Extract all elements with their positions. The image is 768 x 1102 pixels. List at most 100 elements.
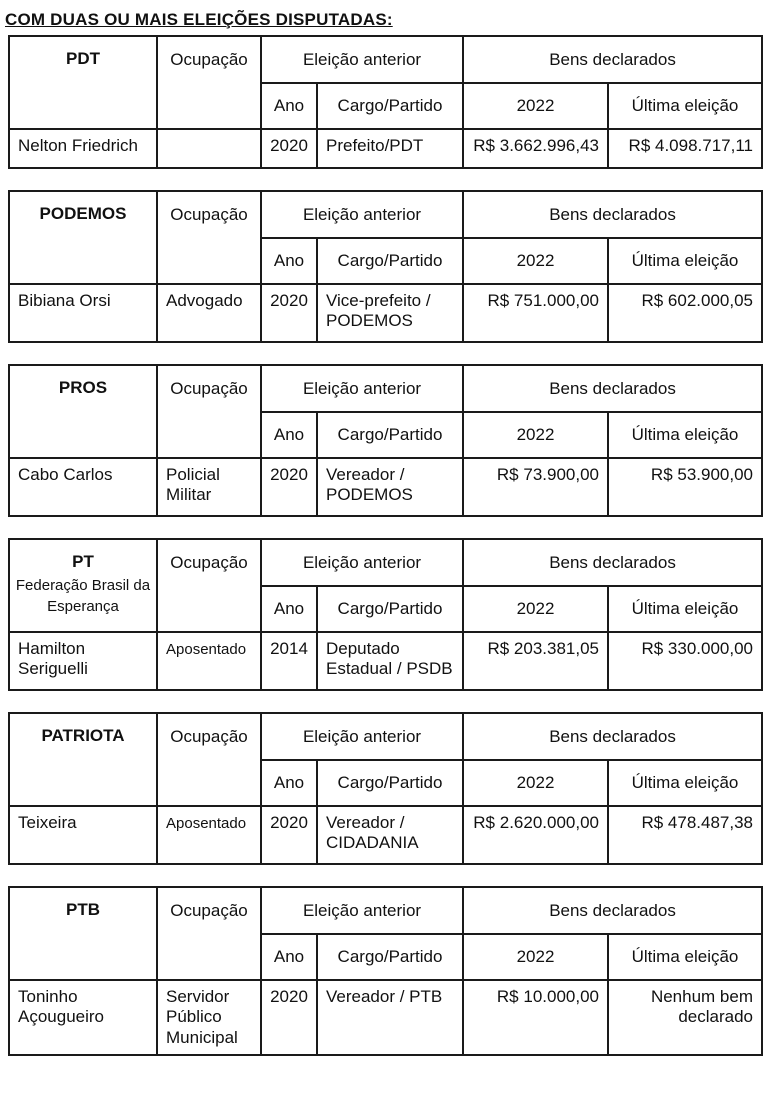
candidate-occupation: Aposentado <box>156 805 262 865</box>
candidate-row: Bibiana Orsi Advogado 2020 Vice-prefeito… <box>8 283 764 343</box>
assets-last-value: R$ 330.000,00 <box>606 631 764 691</box>
party-name: PTB <box>66 900 100 919</box>
document-page: COM DUAS OU MAIS ELEIÇÕES DISPUTADAS: PD… <box>5 10 764 1057</box>
occupation-header: Ocupação <box>156 886 262 981</box>
occupation-header: Ocupação <box>156 364 262 459</box>
election-year: 2014 <box>260 631 318 691</box>
party-name-cell: PATRIOTA <box>8 712 158 807</box>
assets-2022-value: R$ 73.900,00 <box>462 457 609 517</box>
candidate-name: Nelton Friedrich <box>8 128 158 169</box>
last-election-header: Última eleição <box>606 411 764 459</box>
candidate-row: Hamilton Seriguelli Aposentado 2014 Depu… <box>8 631 764 691</box>
candidate-name: Teixeira <box>8 805 158 865</box>
party-table-pt: PT Federação Brasil da Esperança Ocupaçã… <box>8 538 764 691</box>
party-table-ptb: PTB Ocupação Eleição anterior Bens decla… <box>8 886 764 1057</box>
party-name-cell: PROS <box>8 364 158 459</box>
office-party-value: Vereador / PODEMOS <box>316 457 464 517</box>
assets-2022-value: R$ 3.662.996,43 <box>462 128 609 169</box>
party-table-podemos: PODEMOS Ocupação Eleição anterior Bens d… <box>8 190 764 343</box>
year-header: Ano <box>260 759 318 807</box>
declared-assets-header: Bens declarados <box>461 190 764 239</box>
occupation-header: Ocupação <box>156 35 262 130</box>
candidate-occupation <box>156 128 262 169</box>
declared-assets-header: Bens declarados <box>461 538 764 587</box>
candidate-row: Nelton Friedrich 2020 Prefeito/PDT R$ 3.… <box>8 128 764 169</box>
candidate-name: Cabo Carlos <box>8 457 158 517</box>
year-header: Ano <box>260 585 318 633</box>
office-party-header: Cargo/Partido <box>316 759 464 807</box>
previous-election-header: Eleição anterior <box>260 35 464 84</box>
last-election-header: Última eleição <box>606 933 764 981</box>
assets-2022-value: R$ 203.381,05 <box>462 631 609 691</box>
assets-2022-value: R$ 2.620.000,00 <box>462 805 609 865</box>
party-table-pdt: PDT Ocupação Eleição anterior Bens decla… <box>8 35 764 169</box>
office-party-value: Vereador / PTB <box>316 978 464 1057</box>
party-federation-note: Federação Brasil da Esperança <box>15 577 151 616</box>
party-name: PT <box>72 552 94 571</box>
previous-election-header: Eleição anterior <box>260 364 464 413</box>
assets-2022-header: 2022 <box>462 759 609 807</box>
previous-election-header: Eleição anterior <box>260 190 464 239</box>
candidate-row: Teixeira Aposentado 2020 Vereador / CIDA… <box>8 805 764 865</box>
previous-election-header: Eleição anterior <box>260 886 464 935</box>
office-party-value: Vereador / CIDADANIA <box>316 805 464 865</box>
candidate-name: Toninho Açougueiro <box>8 978 158 1057</box>
office-party-header: Cargo/Partido <box>316 585 464 633</box>
last-election-header: Última eleição <box>606 585 764 633</box>
party-name-cell: PT Federação Brasil da Esperança <box>8 538 158 633</box>
assets-2022-value: R$ 751.000,00 <box>462 283 609 343</box>
year-header: Ano <box>260 237 318 285</box>
election-year: 2020 <box>260 128 318 169</box>
candidate-row: Toninho Açougueiro Servidor Público Muni… <box>8 978 764 1057</box>
party-table-pros: PROS Ocupação Eleição anterior Bens decl… <box>8 364 764 517</box>
office-party-header: Cargo/Partido <box>316 933 464 981</box>
previous-election-header: Eleição anterior <box>260 712 464 761</box>
election-year: 2020 <box>260 457 318 517</box>
assets-last-value: R$ 53.900,00 <box>606 457 764 517</box>
year-header: Ano <box>260 933 318 981</box>
assets-2022-header: 2022 <box>462 411 609 459</box>
declared-assets-header: Bens declarados <box>461 35 764 84</box>
party-name: PODEMOS <box>39 204 127 223</box>
declared-assets-header: Bens declarados <box>461 364 764 413</box>
declared-assets-header: Bens declarados <box>461 886 764 935</box>
candidate-name: Hamilton Seriguelli <box>8 631 158 691</box>
assets-2022-header: 2022 <box>462 585 609 633</box>
last-election-header: Última eleição <box>606 759 764 807</box>
declared-assets-header: Bens declarados <box>461 712 764 761</box>
candidate-occupation: Policial Militar <box>156 457 262 517</box>
candidate-name: Bibiana Orsi <box>8 283 158 343</box>
office-party-header: Cargo/Partido <box>316 82 464 130</box>
party-name: PATRIOTA <box>41 726 125 745</box>
assets-2022-value: R$ 10.000,00 <box>462 978 609 1057</box>
candidate-occupation: Servidor Público Municipal <box>156 978 262 1057</box>
year-header: Ano <box>260 82 318 130</box>
assets-2022-header: 2022 <box>462 237 609 285</box>
occupation-header: Ocupação <box>156 538 262 633</box>
office-party-value: Prefeito/PDT <box>316 128 464 169</box>
party-name: PROS <box>58 378 108 397</box>
election-year: 2020 <box>260 805 318 865</box>
election-year: 2020 <box>260 978 318 1057</box>
party-name: PDT <box>66 49 100 68</box>
candidate-row: Cabo Carlos Policial Militar 2020 Veread… <box>8 457 764 517</box>
previous-election-header: Eleição anterior <box>260 538 464 587</box>
last-election-header: Última eleição <box>606 237 764 285</box>
last-election-header: Última eleição <box>606 82 764 130</box>
assets-last-value: R$ 478.487,38 <box>606 805 764 865</box>
office-party-header: Cargo/Partido <box>316 237 464 285</box>
year-header: Ano <box>260 411 318 459</box>
party-name-cell: PDT <box>8 35 158 130</box>
occupation-header: Ocupação <box>156 190 262 285</box>
assets-2022-header: 2022 <box>462 933 609 981</box>
party-table-patriota: PATRIOTA Ocupação Eleição anterior Bens … <box>8 712 764 865</box>
assets-last-value: R$ 602.000,05 <box>606 283 764 343</box>
candidate-occupation: Aposentado <box>156 631 262 691</box>
office-party-header: Cargo/Partido <box>316 411 464 459</box>
party-name-cell: PODEMOS <box>8 190 158 285</box>
assets-2022-header: 2022 <box>462 82 609 130</box>
office-party-value: Vice-prefeito / PODEMOS <box>316 283 464 343</box>
occupation-header: Ocupação <box>156 712 262 807</box>
assets-last-value: Nenhum bem declarado <box>606 978 764 1057</box>
party-name-cell: PTB <box>8 886 158 981</box>
